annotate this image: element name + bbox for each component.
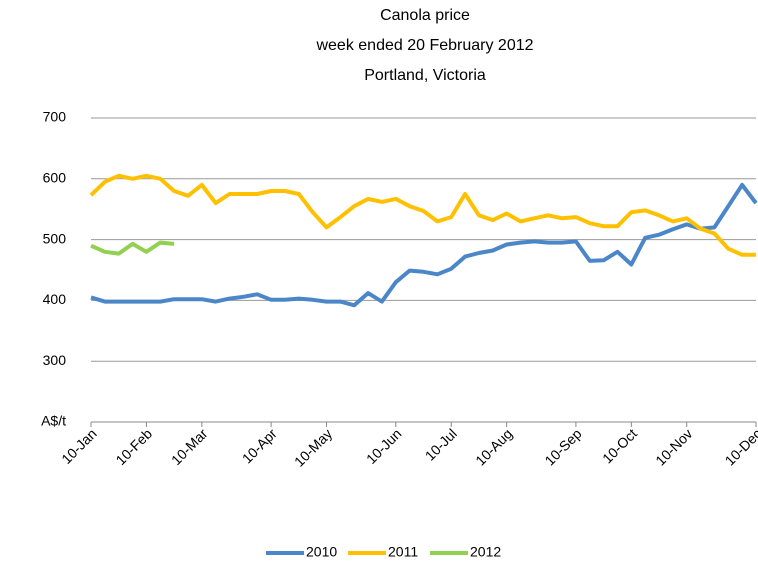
legend-label: 2010 xyxy=(306,544,337,560)
y-tick-label: 300 xyxy=(43,352,67,368)
x-tick-label: 10-Mar xyxy=(168,425,211,468)
series-line xyxy=(89,173,756,257)
legend-label: 2012 xyxy=(470,544,501,560)
legend-label: 2011 xyxy=(388,544,418,560)
chart-title: Canola price xyxy=(380,7,470,24)
x-tick-label: 10-Feb xyxy=(112,425,155,468)
x-tick-label: 10-Jan xyxy=(58,425,100,467)
y-tick-label: 400 xyxy=(43,291,67,307)
chart-subtitle: Portland, Victoria xyxy=(364,67,486,84)
series-line xyxy=(90,240,175,256)
x-tick-label: 10-Dec xyxy=(722,425,758,468)
x-tick-label: 10-Aug xyxy=(472,425,515,468)
y-tick-label: 500 xyxy=(43,230,67,246)
y-tick-label: 600 xyxy=(43,170,67,186)
x-tick-label: 10-Oct xyxy=(599,425,640,466)
x-tick-label: 10-Jul xyxy=(422,425,460,463)
x-tick-label: 10-Jun xyxy=(363,425,405,467)
x-tick-label: 10-Nov xyxy=(652,425,695,468)
series-line xyxy=(90,182,758,308)
y-tick-label: A$/t xyxy=(41,413,66,429)
y-tick-label: 700 xyxy=(43,109,67,125)
x-tick-label: 10-May xyxy=(291,425,335,469)
x-tick-label: 10-Apr xyxy=(239,425,280,466)
chart-subtitle: week ended 20 February 2012 xyxy=(315,37,533,54)
x-tick-label: 10-Sep xyxy=(541,425,584,468)
